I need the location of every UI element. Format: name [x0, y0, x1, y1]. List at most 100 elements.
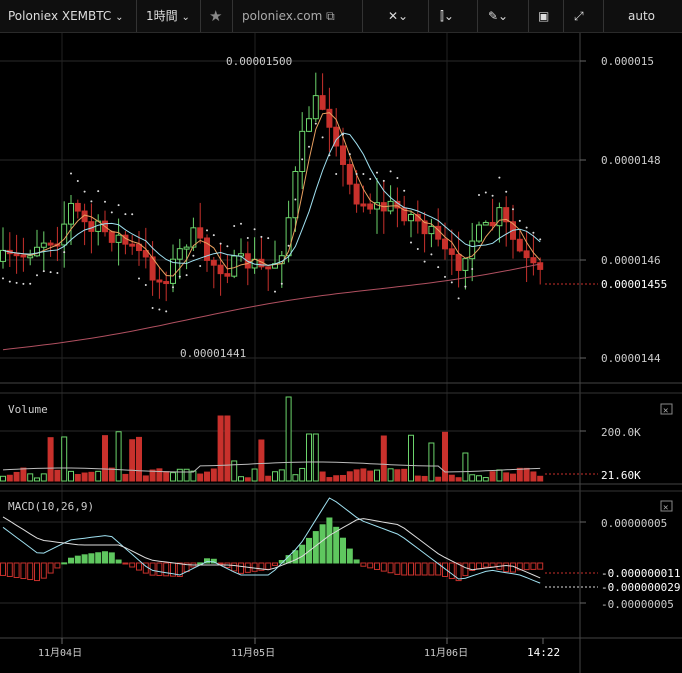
- axes: [0, 33, 682, 673]
- ma-long-line: [2, 263, 541, 351]
- fullscreen-icon[interactable]: ⤢: [574, 9, 584, 23]
- macd-histogram-bar: [353, 559, 360, 564]
- volume-bar: [496, 469, 503, 482]
- macd-histogram-bar: [102, 551, 108, 564]
- candle: [455, 253, 462, 271]
- candle: [319, 95, 326, 110]
- macd-histogram-bar: [54, 562, 61, 569]
- macd-histogram-bar: [530, 562, 537, 570]
- sar-dot: [117, 204, 120, 207]
- volume-bar: [231, 460, 238, 482]
- candle: [149, 256, 156, 281]
- candle: [20, 254, 27, 258]
- macd-histogram-bar: [115, 559, 122, 564]
- volume-bar: [448, 474, 455, 482]
- sar-dot: [253, 228, 256, 231]
- sar-dot: [342, 133, 344, 136]
- volume-bar: [306, 433, 312, 482]
- sar-dot: [15, 281, 18, 284]
- candle: [367, 203, 374, 210]
- symbol-selector[interactable]: Poloniex XEMBTC ⌄: [8, 0, 123, 32]
- sar-dot: [505, 190, 508, 193]
- volume-bar: [238, 476, 244, 482]
- candle: [204, 237, 210, 261]
- sar-dot: [416, 247, 419, 250]
- macd-histogram-bar: [129, 562, 136, 568]
- macd-histogram-bar: [251, 562, 258, 572]
- sar-dot: [430, 253, 433, 256]
- screenshot-icon[interactable]: ▣: [538, 9, 550, 23]
- candle: [442, 238, 448, 250]
- macd-histogram-bar: [47, 562, 54, 574]
- crosshair-icon[interactable]: ✕⌄: [388, 9, 409, 23]
- sar-dot: [280, 282, 283, 285]
- volume-bar: [142, 475, 149, 482]
- macd-histogram-bar: [394, 562, 401, 575]
- close-icon: ✕: [663, 503, 668, 513]
- candle: [34, 246, 40, 257]
- macd-histogram-bar: [81, 554, 88, 564]
- sar-dot: [471, 268, 474, 271]
- candle: [530, 257, 537, 264]
- sar-dot: [206, 229, 208, 232]
- volume-bar: [523, 467, 530, 482]
- candle: [61, 223, 68, 246]
- candle: [346, 163, 353, 185]
- chart-area[interactable]: 0.000015 0.0000148 0.0000146 0.0000144 0…: [0, 33, 682, 673]
- volume-bar: [204, 471, 210, 482]
- star-icon[interactable]: ★: [209, 7, 223, 25]
- volume-bar: [115, 431, 122, 482]
- close-icon: ✕: [663, 406, 668, 416]
- sar-dot: [512, 208, 514, 211]
- volume-bar: [489, 471, 496, 482]
- sar-dot: [355, 172, 358, 175]
- sar-dot: [246, 236, 249, 239]
- volume-bar: [6, 474, 13, 482]
- candle: [312, 95, 319, 120]
- macd-histogram-bar: [122, 562, 129, 565]
- candle: [326, 108, 333, 128]
- candle: [523, 250, 530, 259]
- macd-histogram-bar: [34, 562, 40, 582]
- macd-histogram-bar: [20, 562, 27, 580]
- interval-selector[interactable]: 1時間 ⌄: [146, 0, 190, 32]
- macd-histogram-bar: [326, 517, 333, 564]
- sar-dot: [76, 180, 79, 183]
- indicators-icon[interactable]: ⫿⌄: [440, 9, 454, 23]
- pencil-icon[interactable]: ✎⌄: [488, 9, 509, 23]
- volume-bar: [190, 470, 197, 482]
- macd-histogram-bar: [340, 537, 346, 564]
- sar-dot: [219, 242, 222, 245]
- volume-bar: [244, 477, 251, 482]
- volume-bar: [346, 471, 353, 482]
- macd-histogram-bar: [442, 562, 448, 577]
- candle: [462, 258, 469, 271]
- sar-dot: [226, 245, 229, 248]
- candle: [0, 249, 6, 262]
- volume-bar: [54, 469, 61, 482]
- close-volume-button[interactable]: [660, 403, 673, 415]
- sar-dot: [260, 235, 263, 238]
- candle: [68, 202, 74, 225]
- macd-histogram-bar: [292, 550, 299, 564]
- sar-dot: [308, 145, 310, 148]
- candle: [217, 264, 224, 275]
- sar-dot: [376, 171, 378, 174]
- sar-dot: [56, 271, 59, 274]
- volume-bar: [20, 467, 27, 482]
- sar-dot: [274, 290, 276, 293]
- volume-bar: [442, 431, 448, 482]
- sar-dot: [49, 271, 52, 274]
- scale-mode-button[interactable]: auto: [628, 9, 656, 23]
- candle: [299, 130, 306, 173]
- volume-bar: [136, 436, 142, 482]
- sar-dot: [110, 211, 113, 214]
- sar-dot: [138, 277, 140, 280]
- volume-panel: [0, 396, 598, 482]
- site-link[interactable]: poloniex.com ⧉: [242, 0, 335, 32]
- close-macd-button[interactable]: [660, 500, 673, 512]
- sar-dot: [403, 189, 406, 192]
- candle: [231, 255, 238, 277]
- volume-bar: [102, 435, 108, 482]
- sar-dot: [90, 200, 93, 203]
